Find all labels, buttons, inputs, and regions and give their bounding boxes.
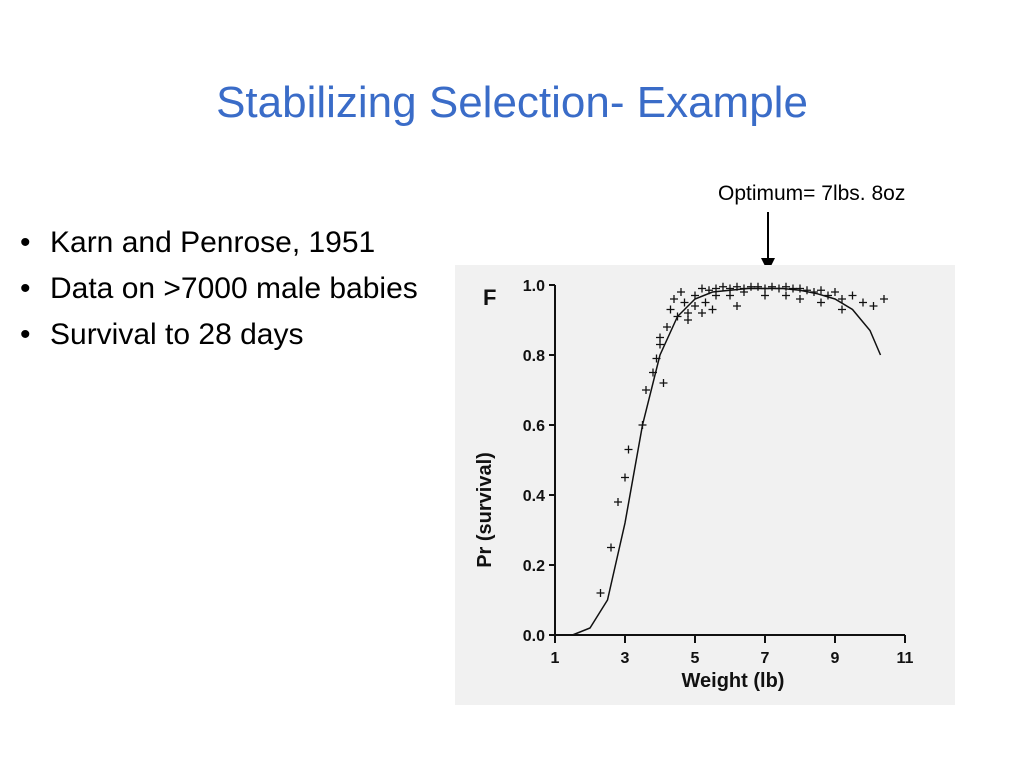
x-tick-label: 7 (761, 650, 770, 667)
data-point (621, 473, 629, 482)
bullet-dot: • (20, 318, 31, 351)
data-point (680, 298, 689, 307)
data-point (747, 282, 755, 291)
data-point (761, 291, 769, 300)
x-tick-label: 9 (831, 650, 840, 667)
data-point (712, 291, 720, 300)
data-point (666, 305, 675, 314)
data-point (831, 288, 839, 296)
data-point (652, 354, 661, 363)
data-point (838, 305, 846, 314)
data-point (869, 302, 878, 310)
y-tick-label: 0.8 (523, 348, 545, 365)
data-point (733, 302, 741, 310)
optimum-arrow (767, 212, 769, 262)
data-point (698, 309, 706, 317)
data-point (684, 316, 692, 324)
data-point (691, 302, 699, 310)
y-tick-label: 0.6 (523, 418, 545, 435)
data-point (796, 295, 804, 303)
data-point (796, 284, 804, 293)
chart-top-label: F (483, 285, 496, 310)
data-point (782, 282, 790, 291)
data-point (638, 421, 647, 429)
slide-title: Stabilizing Selection- Example (216, 78, 808, 127)
data-point (607, 543, 615, 552)
y-axis-label: Pr (survival) (474, 452, 496, 568)
data-point (656, 333, 664, 342)
bullet-dot: • (20, 272, 31, 305)
data-point (691, 291, 699, 300)
survival-chart: 0.0 0.2 0.4 0.6 0.8 1.0 1 3 5 7 9 11 F Pr (survival… (474, 278, 914, 692)
x-tick-label: 1 (551, 650, 560, 667)
data-point (719, 282, 727, 291)
y-tick-label: 0.2 (523, 558, 545, 575)
data-point (789, 284, 797, 293)
bullet-text: Karn and Penrose, 1951 (50, 226, 376, 259)
data-point (824, 291, 832, 300)
data-point (817, 298, 825, 307)
x-tick-label: 3 (621, 650, 630, 667)
data-point (782, 291, 790, 300)
data-point (670, 295, 678, 303)
data-point (614, 498, 622, 506)
bullet-item: • Data on >7000 male babies (20, 271, 480, 307)
data-point (726, 291, 734, 300)
data-point (754, 282, 762, 291)
data-point (649, 368, 657, 377)
data-point (859, 298, 867, 307)
data-point (761, 284, 769, 293)
y-tick-label: 1.0 (523, 278, 545, 295)
y-tick-label: 0.0 (523, 628, 545, 645)
data-point (701, 298, 710, 307)
data-point (596, 589, 605, 597)
data-point (663, 323, 671, 331)
x-axis-label: Weight (lb) (682, 670, 785, 692)
data-point (848, 291, 857, 300)
data-point (624, 445, 633, 454)
data-point (768, 282, 776, 291)
data-point (656, 340, 664, 349)
bullet-item: • Survival to 28 days (20, 317, 480, 353)
data-point (726, 284, 734, 293)
data-point (803, 286, 811, 295)
optimum-annotation: Optimum= 7lbs. 8oz (718, 182, 906, 205)
data-point (880, 295, 888, 303)
bullet-dot: • (20, 226, 31, 259)
y-tick-label: 0.4 (523, 488, 545, 505)
data-point (705, 286, 713, 295)
data-point (712, 284, 720, 293)
data-point (684, 309, 692, 317)
data-point (642, 386, 650, 394)
fitted-curve (572, 287, 882, 636)
data-point (817, 286, 825, 295)
data-point (733, 282, 741, 291)
data-point (708, 305, 717, 314)
data-point (673, 312, 682, 321)
figure-background (455, 265, 955, 705)
data-point (775, 284, 783, 293)
data-point (810, 288, 818, 296)
bullet-text: Data on >7000 male babies (50, 272, 418, 305)
data-point (659, 379, 668, 387)
data-point (740, 288, 748, 296)
bullet-text: Survival to 28 days (50, 318, 304, 351)
data-point (677, 288, 685, 296)
bullet-item: • Karn and Penrose, 1951 (20, 225, 480, 261)
bullet-list: • Karn and Penrose, 1951 • Data on >7000 m… (20, 225, 480, 363)
data-point (838, 295, 846, 303)
data-point (698, 284, 706, 293)
x-tick-label: 11 (897, 650, 914, 667)
x-tick-label: 5 (691, 650, 700, 667)
